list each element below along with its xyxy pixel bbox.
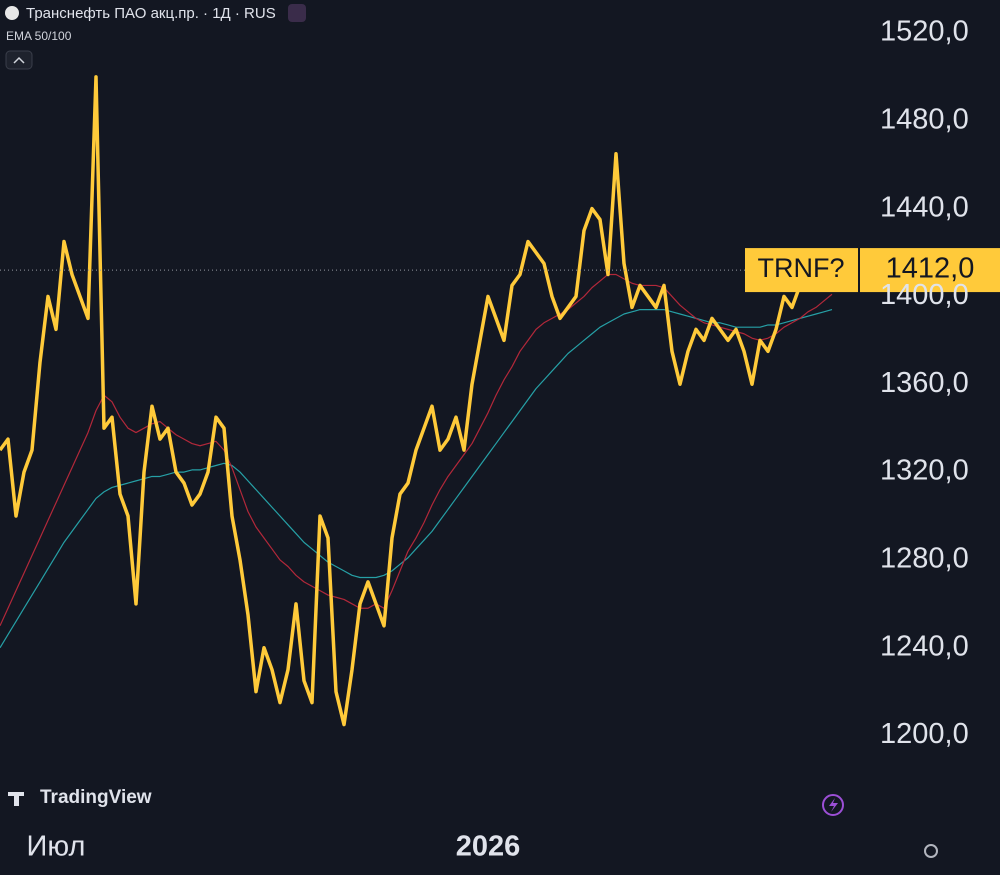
y-tick-label: 1320,0 [880,455,969,487]
x-tick-label: Июл [27,831,86,863]
collapse-button[interactable] [5,50,33,70]
y-tick-label: 1280,0 [880,543,969,575]
plot [0,75,1000,727]
symbol-tag [745,248,858,293]
logo [5,6,19,20]
symbol-label: TRNF? [758,253,845,283]
price-label: 1412,0 [886,253,975,285]
header-title: Транснефть ПАО акц.пр. · 1Д · RUS [26,5,276,22]
lightning-icon [829,798,838,812]
collapse-icon [13,56,25,64]
y-tick-label: 1360,0 [880,367,969,399]
y-tick-label: 1480,0 [880,103,969,135]
brand: TradingView [40,787,152,808]
y-tick-label: 1240,0 [880,630,969,662]
status-icon[interactable] [288,4,306,22]
y-tick-label: 1400,0 [880,279,969,311]
y-tick-label: 1440,0 [880,191,969,223]
ema-line [0,309,833,649]
brand-logo [8,792,24,806]
x-tick-label: 2026 [456,831,521,863]
indicator-label: EMA 50/100 [6,29,72,43]
ema-line [0,273,833,627]
price-tag [860,248,1000,293]
settings-button[interactable] [924,844,938,858]
y-tick-label: 1200,0 [880,718,969,750]
lightning-button[interactable] [822,794,844,816]
y-tick-label: 1520,0 [880,16,969,48]
price-line [0,75,834,727]
